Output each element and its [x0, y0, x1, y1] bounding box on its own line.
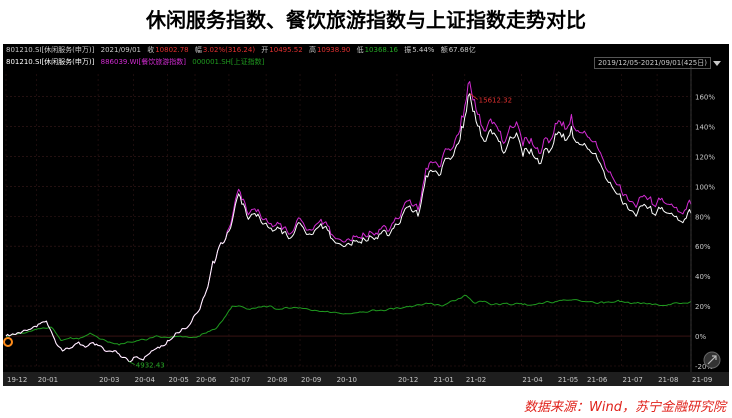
- quote-low-label: 低: [356, 46, 364, 54]
- legend-item-series3[interactable]: 000001.SH[上证指数]: [192, 58, 265, 66]
- x-axis: 19-12 20-01 20-03 20-04 20-05 20-06 20-07 20-08…: [3, 372, 729, 386]
- x-tick-label: 20-04: [135, 376, 156, 384]
- quote-amount-label: 额: [440, 46, 448, 54]
- date-range-label[interactable]: 2019/12/05-2021/09/01(425日): [593, 57, 711, 69]
- chart-panel: 801210.SI[休闲服务(申万)] 2021/09/01 收10802.78…: [3, 44, 729, 386]
- annotations: 15612.32 4932.43: [128, 93, 512, 370]
- series-line-3: [5, 294, 692, 346]
- quote-info-bar: 801210.SI[休闲服务(申万)] 2021/09/01 收10802.78…: [6, 45, 480, 56]
- x-tick-label: 20-03: [99, 376, 119, 384]
- y-tick-label: 40%: [695, 273, 711, 281]
- y-axis: -20% 0% 20% 40% 60% 80% 100% 120% 140% 160%: [690, 66, 715, 372]
- grid-lines: [5, 74, 692, 367]
- quote-open-label: 开: [261, 46, 269, 54]
- series-lines: [5, 81, 692, 363]
- y-tick-label: 60%: [695, 243, 711, 251]
- y-tick-label: 80%: [695, 213, 711, 221]
- x-tick-label: 21-06: [587, 376, 608, 384]
- x-tick-label: 20-12: [398, 376, 418, 384]
- quote-high-value: 10938.90: [316, 46, 351, 54]
- zoom-corner-icon[interactable]: [702, 350, 722, 370]
- x-tick-label: 21-02: [466, 376, 486, 384]
- data-source: 数据来源：Wind，苏宁金融研究院: [524, 400, 726, 415]
- quote-close-label: 收: [147, 46, 155, 54]
- x-tick-label: 21-01: [434, 376, 454, 384]
- x-tick-label: 21-07: [623, 376, 643, 384]
- quote-open-value: 10495.52: [269, 46, 303, 54]
- x-tick-label: 20-09: [301, 376, 321, 384]
- x-tick-label: 20-10: [337, 376, 357, 384]
- quote-amp-label: 振: [404, 46, 412, 54]
- x-tick-label: 20-05: [169, 376, 189, 384]
- quote-change-label: 幅: [194, 46, 202, 54]
- y-tick-label: 20%: [695, 303, 711, 311]
- max-value-label: 15612.32: [479, 96, 512, 104]
- quote-high-label: 高: [308, 46, 316, 54]
- left-handle-icon[interactable]: [3, 336, 15, 348]
- x-tick-label: 21-04: [522, 376, 543, 384]
- y-tick-label: 120%: [695, 153, 715, 161]
- x-tick-label: 20-07: [230, 376, 250, 384]
- chart-title: 休闲服务指数、餐饮旅游指数与上证指数走势对比: [146, 8, 586, 32]
- y-tick-label: 140%: [695, 123, 715, 131]
- quote-date: 2021/09/01: [100, 46, 141, 54]
- x-tick-label: 20-08: [267, 376, 287, 384]
- min-marker-line: [128, 361, 135, 365]
- quote-amount-value: 67.68亿: [448, 46, 476, 54]
- max-marker-line: [469, 93, 478, 100]
- y-tick-label: 160%: [695, 93, 715, 101]
- y-tick-label: 0%: [695, 333, 706, 341]
- y-tick-label: 100%: [695, 183, 715, 191]
- x-tick-label: 21-09: [692, 376, 712, 384]
- x-tick-label: 20-06: [196, 376, 217, 384]
- series-line-2: [5, 81, 692, 363]
- x-tick-label: 21-08: [658, 376, 678, 384]
- x-tick-label: 19-12: [7, 376, 27, 384]
- series-line-1: [5, 93, 692, 363]
- quote-close-value: 10802.78: [155, 46, 189, 54]
- x-tick-label: 20-01: [38, 376, 58, 384]
- legend-item-series1[interactable]: 801210.SI[休闲服务(申万)]: [6, 58, 95, 66]
- y-tick-label: -20%: [695, 363, 713, 371]
- quote-amp-value: 5.44%: [412, 46, 435, 54]
- legend: 801210.SI[休闲服务(申万)] 886039.WI[餐饮旅游指数] 00…: [6, 57, 268, 68]
- quote-code: 801210.SI[休闲服务(申万)]: [6, 46, 95, 54]
- x-axis-band: [3, 372, 729, 386]
- min-value-label: 4932.43: [136, 362, 165, 370]
- legend-item-series2[interactable]: 886039.WI[餐饮旅游指数]: [100, 58, 187, 66]
- quote-low-value: 10368.16: [364, 46, 398, 54]
- quote-change-value: 3.02%(316.24): [202, 46, 256, 54]
- line-chart: -20% 0% 20% 40% 60% 80% 100% 120% 140% 160% 19-12…: [3, 66, 729, 386]
- range-dropdown-icon[interactable]: [713, 60, 721, 67]
- x-tick-label: 21-05: [558, 376, 578, 384]
